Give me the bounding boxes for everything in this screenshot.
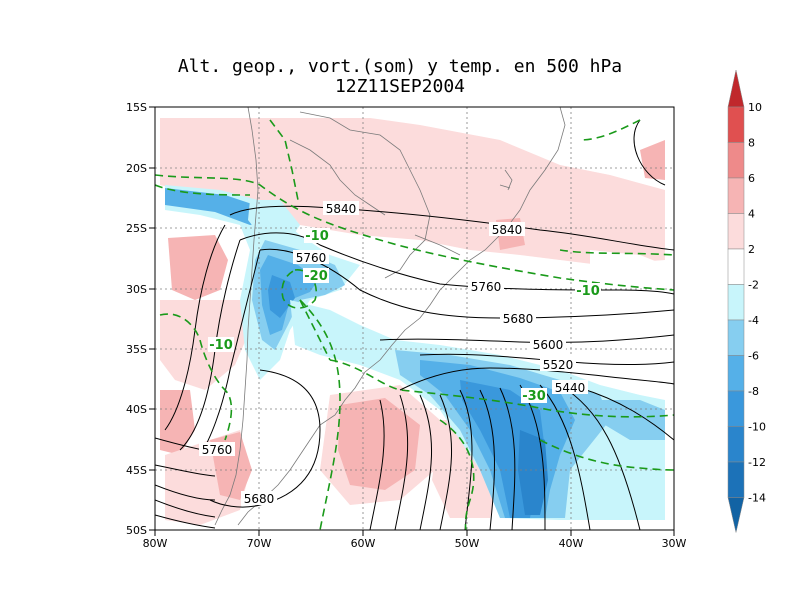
colorbar-label: -6 bbox=[748, 350, 759, 363]
lat-label-25s: 25S bbox=[126, 222, 147, 235]
svg-text:5600: 5600 bbox=[533, 338, 564, 352]
colorbar-bottom-arrow bbox=[727, 497, 745, 533]
svg-text:5440: 5440 bbox=[555, 381, 586, 395]
gph-label: 5840 bbox=[323, 201, 359, 216]
colorbar: 10 8 6 4 2 -2 -4 -6 -8 -10 -12 -14 bbox=[727, 69, 766, 533]
svg-text:-20: -20 bbox=[304, 269, 328, 284]
svg-text:5760: 5760 bbox=[471, 280, 502, 294]
colorbar-label: 6 bbox=[748, 172, 755, 185]
lon-label-80w: 80W bbox=[143, 537, 168, 550]
colorbar-top-arrow bbox=[727, 69, 745, 108]
svg-text:-10: -10 bbox=[305, 229, 329, 244]
gph-label: 5760 bbox=[468, 279, 504, 294]
gph-label: 5680 bbox=[241, 491, 277, 506]
temp-label: -30 bbox=[521, 388, 547, 404]
map-ticks bbox=[149, 106, 675, 536]
svg-text:5840: 5840 bbox=[326, 202, 357, 216]
colorbar-swatch bbox=[727, 461, 745, 498]
svg-text:-30: -30 bbox=[522, 389, 546, 404]
temp-label: -10 bbox=[304, 228, 330, 244]
map-gridlines bbox=[155, 107, 674, 530]
colorbar-label: -12 bbox=[748, 456, 766, 469]
temp-label: -10 bbox=[208, 337, 234, 353]
colorbar-label: 8 bbox=[748, 137, 755, 150]
colorbar-label: -14 bbox=[748, 492, 766, 505]
colorbar-label: -10 bbox=[748, 421, 766, 434]
lat-label-45s: 45S bbox=[126, 464, 147, 477]
colorbar-swatch bbox=[727, 390, 745, 427]
svg-text:5680: 5680 bbox=[244, 492, 275, 506]
longitude-labels: 80W 70W 60W 50W 40W 30W bbox=[143, 537, 687, 550]
colorbar-label: 2 bbox=[748, 243, 755, 256]
gph-label: 5680 bbox=[500, 311, 536, 326]
svg-text:5760: 5760 bbox=[202, 443, 233, 457]
lat-label-50s: 50S bbox=[126, 524, 147, 537]
temp-label: -10 bbox=[575, 283, 601, 299]
gph-label: 5520 bbox=[540, 357, 576, 372]
colorbar-swatch bbox=[727, 355, 745, 392]
svg-text:5760: 5760 bbox=[296, 251, 327, 265]
gph-label: 5600 bbox=[530, 337, 566, 352]
temp-label: -20 bbox=[303, 268, 329, 284]
colorbar-label: -2 bbox=[748, 279, 759, 292]
gph-label: 5440 bbox=[552, 380, 588, 395]
lat-label-40s: 40S bbox=[126, 403, 147, 416]
colorbar-swatch bbox=[727, 284, 745, 321]
svg-text:5840: 5840 bbox=[492, 223, 523, 237]
colorbar-label: 4 bbox=[748, 208, 755, 221]
lon-label-50w: 50W bbox=[455, 537, 480, 550]
latitude-labels: 15S 20S 25S 30S 35S 40S 45S 50S bbox=[126, 101, 147, 537]
chart-title: Alt. geop., vort.(som) y temp. en 500 hP… bbox=[177, 56, 623, 77]
svg-text:5680: 5680 bbox=[503, 312, 534, 326]
lon-label-40w: 40W bbox=[559, 537, 584, 550]
gph-label: 5760 bbox=[199, 442, 235, 457]
gph-label: 5840 bbox=[489, 222, 525, 237]
colorbar-swatch bbox=[727, 426, 745, 463]
svg-text:-10: -10 bbox=[209, 338, 233, 353]
lon-label-30w: 30W bbox=[662, 537, 687, 550]
lon-label-70w: 70W bbox=[247, 537, 272, 550]
temperature-labels: -10 -20 -10 -10 -30 bbox=[208, 228, 601, 404]
colorbar-swatch bbox=[727, 177, 745, 214]
svg-text:5520: 5520 bbox=[543, 358, 574, 372]
colorbar-swatch bbox=[727, 106, 745, 143]
colorbar-label: -8 bbox=[748, 385, 759, 398]
colorbar-label: -4 bbox=[748, 314, 759, 327]
lat-label-35s: 35S bbox=[126, 343, 147, 356]
colorbar-swatch bbox=[727, 319, 745, 356]
chart-subtitle: 12Z11SEP2004 bbox=[334, 76, 466, 97]
map-frame bbox=[154, 106, 675, 531]
lat-label-30s: 30S bbox=[126, 283, 147, 296]
coastline bbox=[214, 107, 566, 526]
colorbar-swatch bbox=[727, 248, 745, 285]
temperature-contours bbox=[155, 119, 674, 530]
svg-text:-10: -10 bbox=[576, 284, 600, 299]
vorticity-shading bbox=[155, 107, 674, 530]
lon-label-60w: 60W bbox=[351, 537, 376, 550]
colorbar-label: 10 bbox=[748, 101, 762, 114]
colorbar-swatch bbox=[727, 142, 745, 179]
gph-label: 5760 bbox=[293, 250, 329, 265]
geopotential-labels: 5840 5840 5760 5760 5680 5600 5520 5440 … bbox=[199, 201, 588, 506]
lat-label-15s: 15S bbox=[126, 101, 147, 114]
colorbar-swatch bbox=[727, 213, 745, 250]
lat-label-20s: 20S bbox=[126, 162, 147, 175]
